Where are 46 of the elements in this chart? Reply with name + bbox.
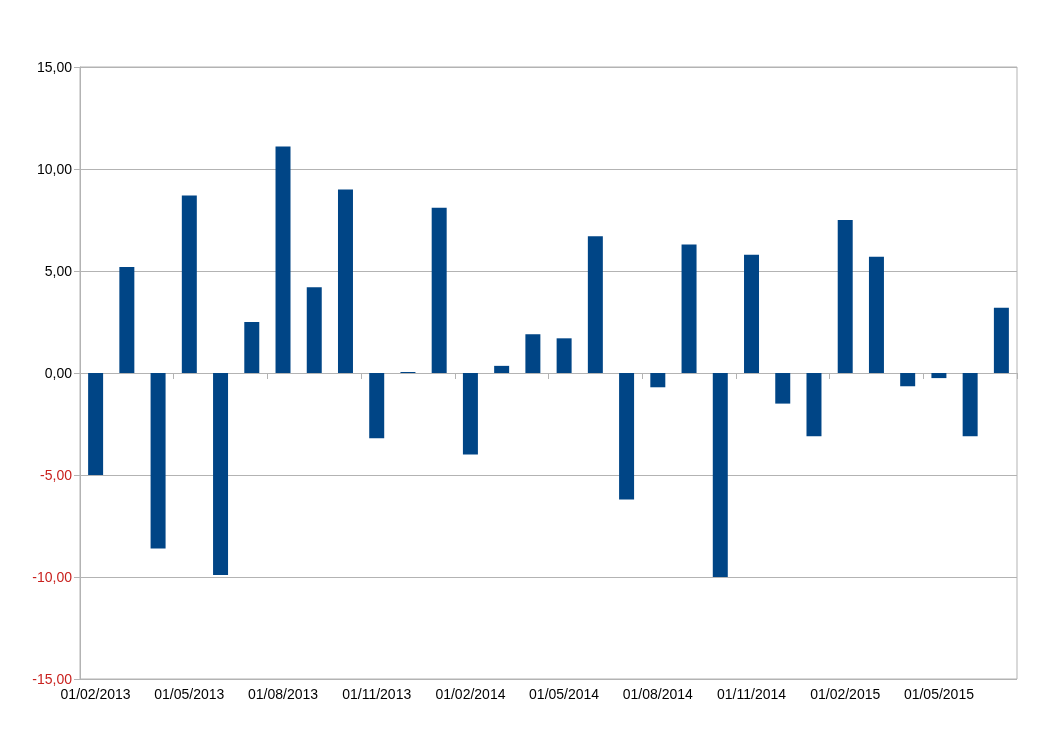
bar: [275, 146, 291, 373]
x-tick-label: 01/05/2013: [154, 686, 225, 702]
bar: [119, 266, 135, 373]
x-tick-label: 01/02/2014: [435, 686, 506, 702]
y-tick-label: 5,00: [44, 263, 73, 279]
bar: [213, 373, 229, 575]
y-tick-label: 15,00: [36, 59, 73, 75]
x-tick-label: 01/11/2013: [342, 686, 412, 702]
x-tick-label: 01/02/2015: [810, 686, 881, 702]
y-tick-label: 10,00: [36, 161, 73, 177]
bar: [900, 373, 916, 387]
x-tick-label: 01/08/2013: [247, 686, 319, 702]
bar: [556, 338, 572, 373]
bar: [494, 365, 510, 373]
bar: [587, 236, 603, 373]
bar: [650, 373, 666, 388]
bar: [150, 373, 166, 549]
bar: [681, 244, 697, 373]
bar: [931, 373, 947, 379]
bar: [181, 195, 197, 373]
bar: [431, 207, 447, 373]
bar: [806, 373, 822, 437]
y-tick-label: 0,00: [44, 365, 73, 381]
x-tick-label: 01/11/2014: [717, 686, 787, 702]
bar: [306, 287, 322, 373]
bar: [868, 256, 884, 373]
x-tick-label: 01/08/2014: [622, 686, 694, 702]
bar: [744, 254, 760, 373]
x-tick-label: 01/05/2015: [903, 686, 975, 702]
x-tick-label: 01/02/2013: [60, 686, 131, 702]
bar: [619, 373, 635, 500]
y-tick-label: -15,00: [32, 671, 73, 687]
bar: [462, 373, 478, 455]
bar: [525, 334, 541, 373]
bar: [244, 322, 260, 373]
y-tick-label: -5,00: [40, 467, 73, 483]
bar: [369, 373, 385, 439]
bar: [88, 373, 104, 475]
bar: [775, 373, 791, 404]
bar: [337, 189, 353, 373]
y-tick-label: -10,00: [32, 569, 73, 585]
bar: [837, 220, 853, 373]
bar: [962, 373, 978, 437]
x-tick-label: 01/05/2014: [529, 686, 600, 702]
bar: [712, 373, 728, 577]
bar: [993, 307, 1009, 373]
